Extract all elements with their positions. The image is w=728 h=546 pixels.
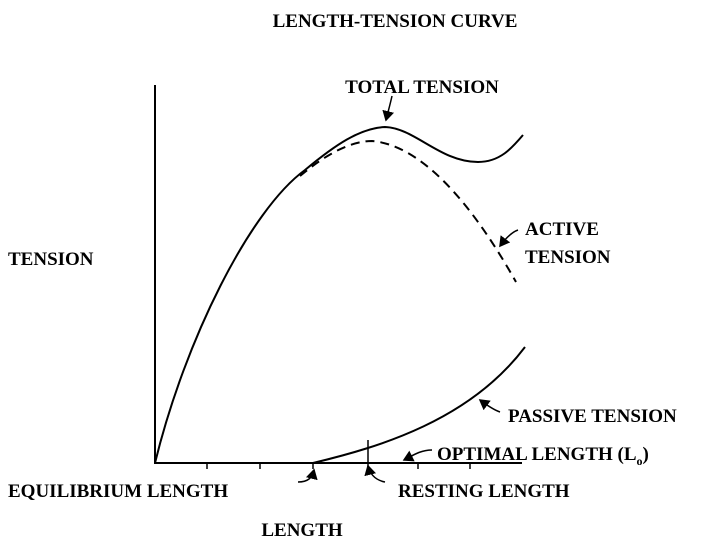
arrow xyxy=(382,95,395,122)
arrow xyxy=(499,229,519,248)
x-axis-label: LENGTH xyxy=(261,520,343,541)
passive-tension-curve xyxy=(312,346,526,464)
text: ) xyxy=(643,444,649,465)
active-tension-label: TENSION xyxy=(525,247,611,268)
equilibrium-length-label: EQUILIBRIUM LENGTH xyxy=(8,481,228,502)
title: LENGTH-TENSION CURVE xyxy=(273,11,518,32)
active-tension-label: ACTIVE xyxy=(525,219,599,240)
x-ticks xyxy=(206,463,471,469)
total-tension-label: TOTAL TENSION xyxy=(345,77,499,98)
text: OPTIMAL LENGTH (L xyxy=(437,444,637,465)
resting-length-label: RESTING LENGTH xyxy=(398,481,570,502)
arrow xyxy=(364,464,386,483)
arrow xyxy=(402,449,433,462)
active-tension-curve xyxy=(299,139,517,283)
total-tension-curve xyxy=(154,125,524,464)
optimal-length-label: OPTIMAL LENGTH (Lo) xyxy=(437,444,649,468)
arrow xyxy=(478,399,501,413)
arrow xyxy=(297,468,318,483)
passive-tension-label: PASSIVE TENSION xyxy=(508,406,677,427)
subscript: o xyxy=(637,454,643,468)
y-axis-label: TENSION xyxy=(8,249,94,270)
